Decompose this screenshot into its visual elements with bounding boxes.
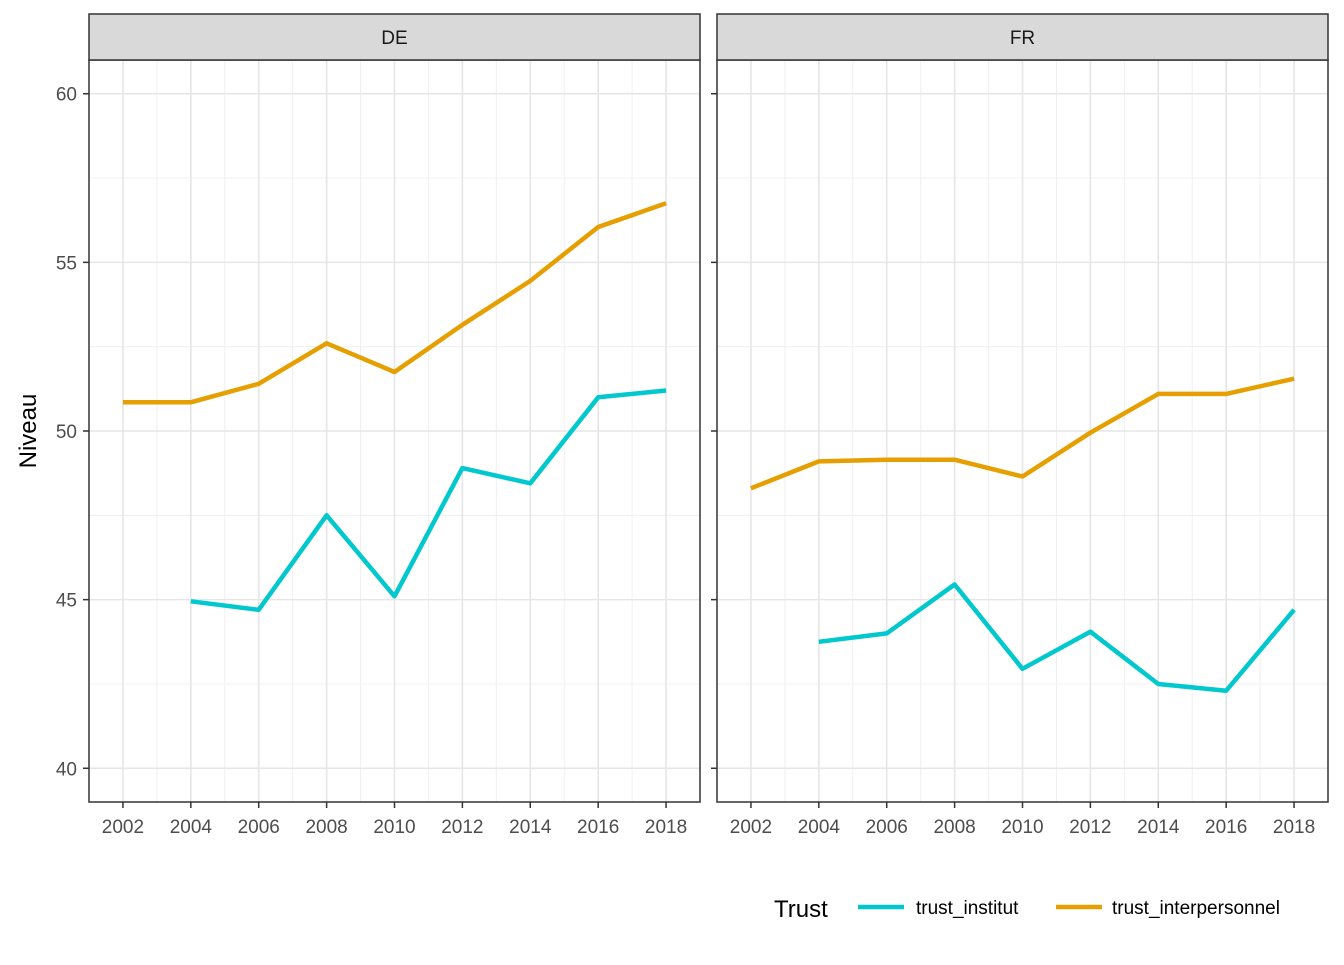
y-tick-label: 40 <box>56 759 77 780</box>
panel-fr-x-tick-label: 2014 <box>1137 817 1180 838</box>
panel-fr-x-tick-label: 2006 <box>866 817 908 838</box>
panel-de-x-tick-label: 2014 <box>509 817 552 838</box>
y-tick-label: 45 <box>56 591 77 612</box>
panel-de-x-tick-label: 2006 <box>238 817 280 838</box>
panel-de-series-trust-institut-line <box>190 388 667 613</box>
panel-de-series-trust-interpersonnel-line <box>122 201 667 405</box>
panel-de-x-tick-label: 2008 <box>305 817 347 838</box>
panel-de-strip <box>88 13 701 61</box>
y-tick-label: 60 <box>56 85 77 106</box>
panel-de-x-tick-label: 2004 <box>170 817 213 838</box>
legend-title: Trust <box>774 896 828 923</box>
panel-fr-series-trust-institut-line <box>818 582 1296 693</box>
panel-fr-x-tick-label: 2012 <box>1069 817 1111 838</box>
panel-de-x-tick-label: 2002 <box>102 817 144 838</box>
panel-fr-series-trust-interpersonnel-line <box>750 376 1295 491</box>
y-tick-label: 55 <box>56 253 77 274</box>
panel-de-x-tick-label: 2016 <box>577 817 619 838</box>
panel-fr-strip <box>716 13 1329 61</box>
panel-fr-x-tick-label: 2002 <box>730 817 772 838</box>
panel-de-strip-label: DE <box>381 28 407 49</box>
legend-label-trust-interpersonnel: trust_interpersonnel <box>1112 898 1280 919</box>
panel-de-x-tick-label: 2010 <box>373 817 415 838</box>
panel-fr-x-tick-label: 2008 <box>933 817 975 838</box>
y-tick-label: 50 <box>56 422 77 443</box>
panel-de-x-tick-label: 2012 <box>441 817 483 838</box>
panel-fr-x-tick-label: 2016 <box>1205 817 1247 838</box>
panel-de-x-tick-label: 2018 <box>645 817 687 838</box>
panel-fr-strip-label: FR <box>1010 28 1035 49</box>
y-axis-title: Niveau <box>15 394 42 469</box>
panel-fr-x-tick-label: 2010 <box>1001 817 1043 838</box>
legend-label-trust-institut: trust_institut <box>916 898 1019 919</box>
panel-fr-x-tick-label: 2018 <box>1273 817 1315 838</box>
panel-fr-x-tick-label: 2004 <box>798 817 841 838</box>
